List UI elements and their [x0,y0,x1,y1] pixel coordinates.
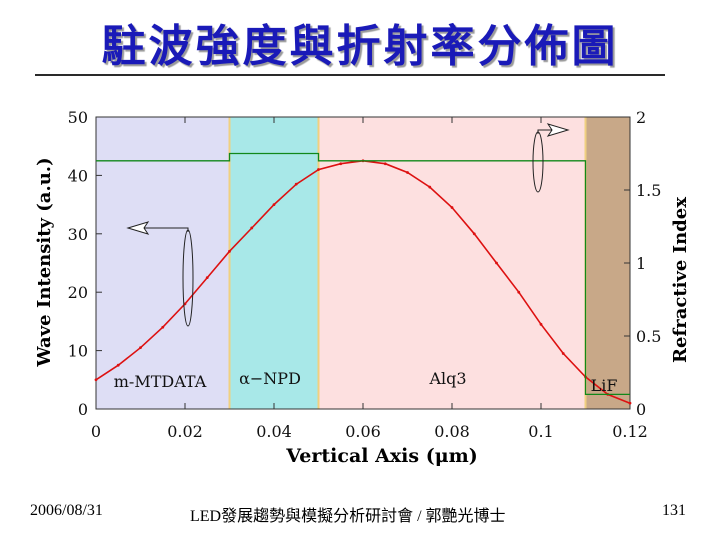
y2-tick-label-2: 1 [636,254,646,273]
right-arrow-icon [546,123,570,137]
y2-tick-label-1: 0.5 [636,327,661,346]
y-tick-label-0: 0 [78,400,88,419]
y-tick-label-5: 50 [68,108,88,127]
series-point-1 [116,363,120,367]
series-point-10 [317,168,320,171]
left-arrow-icon [126,221,150,235]
y-tick-label-4: 40 [68,166,88,185]
layer-regions [96,117,630,409]
index-arrow-line [537,129,556,134]
plot-frame [95,116,631,410]
x-tick-label-4: 0.08 [434,422,470,441]
x-tick-label-1: 0.02 [167,422,203,441]
series-point-6 [228,249,231,253]
layer-region-2 [318,117,586,409]
series-point-18 [495,261,498,265]
x-axis-label: Vertical Axis (μm) [285,445,477,467]
series-point-20 [539,322,543,326]
slide-title: 駐波強度與折射率分佈圖 [101,21,619,72]
series-point-0 [94,378,98,382]
y-axis-label: Wave Intensity (a.u.) [34,157,55,367]
y-tick-label-2: 20 [68,283,88,302]
layer-label-1: α−NPD [239,369,301,388]
y2-tick-label-4: 2 [636,108,646,127]
axis-arrows [126,123,570,327]
layer-label-0: m-MTDATA [114,372,207,391]
layer-label-2: Alq3 [428,369,466,388]
x-tick-label-2: 0.04 [256,422,292,441]
y2-tick-label-0: 0 [636,400,646,419]
tick-labels: 0 0.02 0.04 0.06 0.08 0.1 0.12 0 10 20 30 40 50 0 0.5 1… [68,108,662,441]
layer-label-3: LiF [591,376,618,395]
series-point-5 [205,276,209,279]
series-point-17 [472,232,476,236]
x-tick-label-6: 0.12 [612,422,648,441]
x-tick-label-0: 0 [91,422,101,441]
footer-title: LED發展趨勢與模擬分析研討會 / 郭艷光博士 [190,508,506,525]
series-point-2 [139,346,142,350]
intensity-arrow-line [140,227,189,232]
series-point-13 [383,162,387,166]
series-point-15 [428,185,432,189]
series-point-24 [628,401,632,405]
series-line-1 [96,152,630,396]
y2-tick-label-3: 1.5 [636,181,661,200]
y-tick-label-1: 10 [68,342,88,361]
series-point-16 [450,206,454,209]
title-underline [35,74,665,76]
series-point-8 [272,203,276,207]
series-point-19 [517,290,521,294]
x-tick-label-5: 0.1 [528,422,553,441]
y2-axis-label: Refractive Index [670,197,691,363]
series-point-3 [161,325,165,329]
layer-region-3 [585,117,630,409]
layer-region-1 [229,117,319,409]
series-lines [94,152,632,405]
series-point-7 [250,226,254,230]
layer-labels: m-MTDATA α−NPD Alq3 LiF [114,369,618,395]
series-point-11 [339,162,343,166]
y-tick-label-3: 30 [68,225,88,244]
series-point-21 [561,352,565,355]
layer-region-0 [96,117,230,409]
page-number: 131 [662,502,686,519]
series-point-9 [294,182,298,186]
footer-date: 2006/08/31 [30,502,103,519]
x-tick-label-3: 0.06 [345,422,381,441]
series-point-14 [406,171,409,174]
